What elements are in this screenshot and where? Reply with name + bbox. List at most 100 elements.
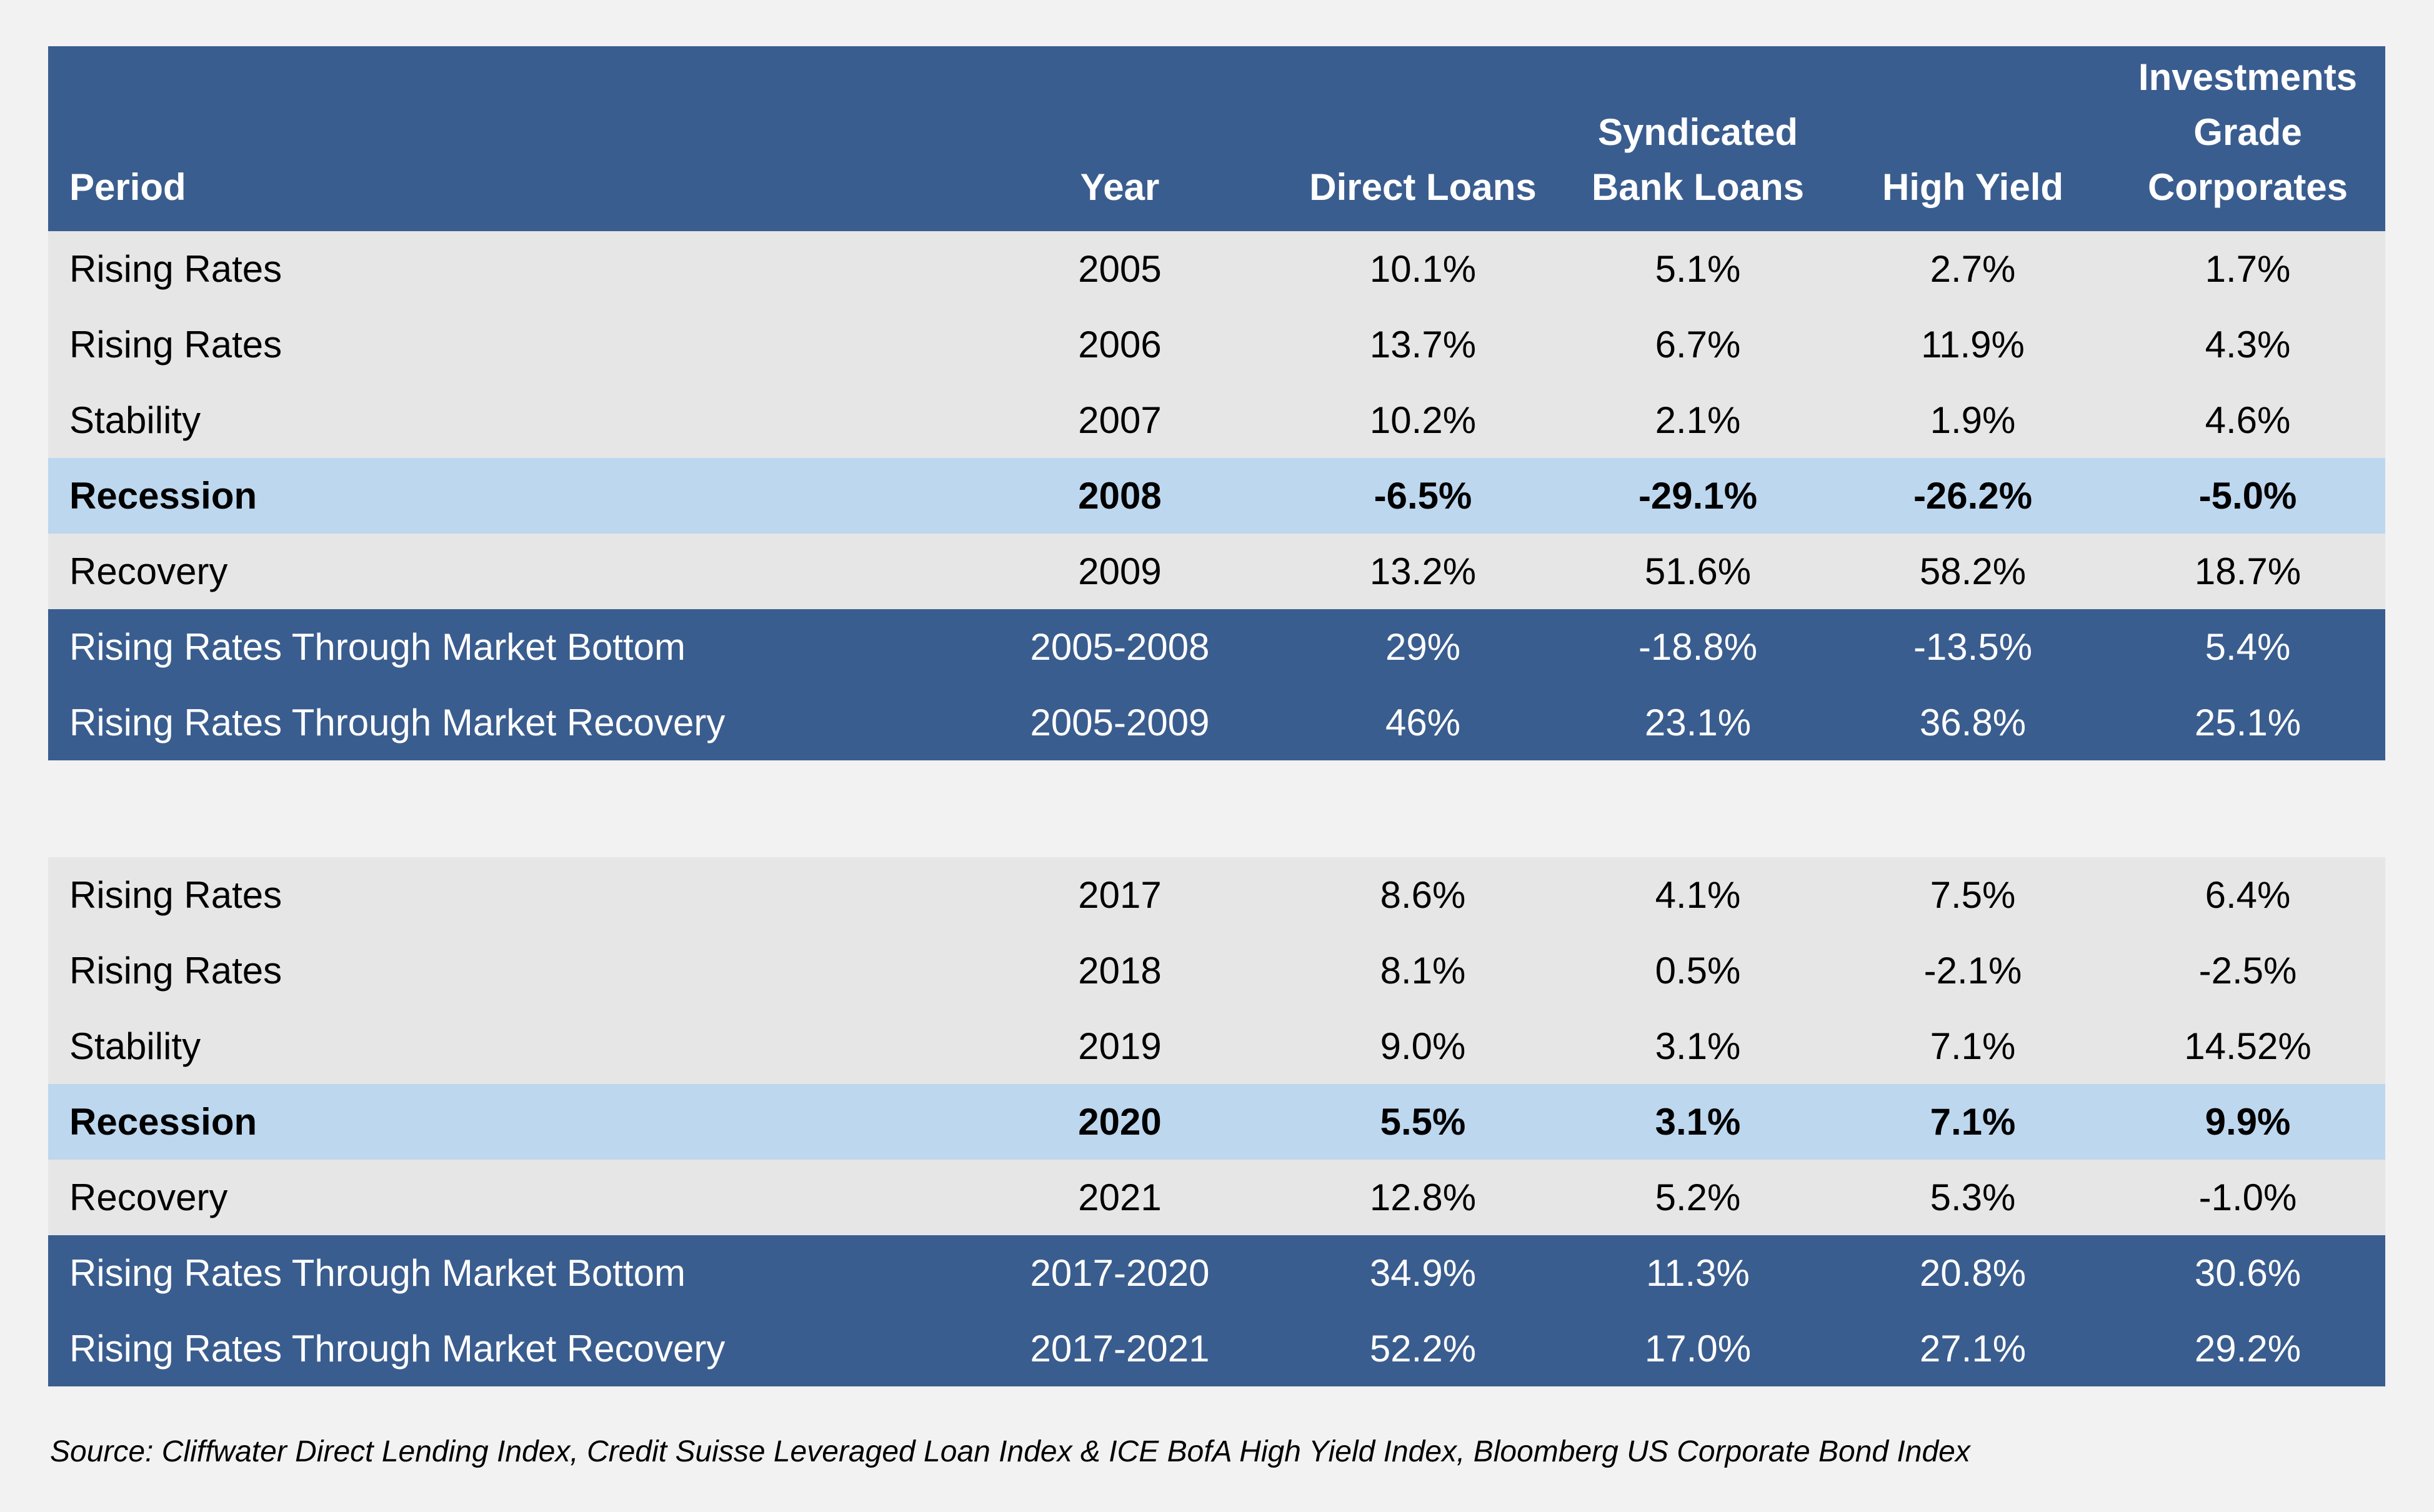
header-ig-corporates: Investments Grade Corporates	[2110, 46, 2385, 231]
header-ig-line-1: Investments	[2138, 56, 2358, 98]
cell-ig-corporates: -1.0%	[2110, 1160, 2385, 1235]
cell-period: Rising Rates	[48, 933, 954, 1008]
cell-high-yield: 5.3%	[1835, 1160, 2110, 1235]
cell-ig-corporates: -2.5%	[2110, 933, 2385, 1008]
cell-ig-corporates: 4.6%	[2110, 382, 2385, 458]
cell-ig-corporates: 30.6%	[2110, 1235, 2385, 1311]
cell-period: Recovery	[48, 1160, 954, 1235]
header-syndicated-line-1: Syndicated	[1597, 111, 1798, 153]
cell-period: Rising Rates Through Market Recovery	[48, 685, 954, 760]
cell-ig-corporates: 29.2%	[2110, 1311, 2385, 1386]
cell-direct-loans: 9.0%	[1285, 1008, 1560, 1084]
cell-high-yield: -13.5%	[1835, 609, 2110, 685]
cell-period: Rising Rates Through Market Bottom	[48, 1235, 954, 1311]
table-row: Rising Rates 2006 13.7% 6.7% 11.9% 4.3%	[48, 307, 2385, 382]
cell-ig-corporates: 4.3%	[2110, 307, 2385, 382]
cell-direct-loans: 29%	[1285, 609, 1560, 685]
cell-direct-loans: 10.2%	[1285, 382, 1560, 458]
cell-ig-corporates: -5.0%	[2110, 458, 2385, 534]
cell-year: 2018	[954, 933, 1285, 1008]
cell-ig-corporates: 9.9%	[2110, 1084, 2385, 1160]
table-row-recession: Recession 2008 -6.5% -29.1% -26.2% -5.0%	[48, 458, 2385, 534]
table-row: Recovery 2021 12.8% 5.2% 5.3% -1.0%	[48, 1160, 2385, 1235]
cell-direct-loans: 13.7%	[1285, 307, 1560, 382]
cell-direct-loans: 34.9%	[1285, 1235, 1560, 1311]
cell-high-yield: 36.8%	[1835, 685, 2110, 760]
table-row-summary: Rising Rates Through Market Recovery 201…	[48, 1311, 2385, 1386]
table-row: Rising Rates 2017 8.6% 4.1% 7.5% 6.4%	[48, 857, 2385, 933]
table-row-summary: Rising Rates Through Market Recovery 200…	[48, 685, 2385, 760]
cell-year: 2019	[954, 1008, 1285, 1084]
cell-year: 2009	[954, 534, 1285, 609]
cell-syndicated: 23.1%	[1560, 685, 1835, 760]
header-syndicated-line-2: Bank Loans	[1591, 166, 1805, 208]
cell-period: Rising Rates	[48, 857, 954, 933]
cell-high-yield: -2.1%	[1835, 933, 2110, 1008]
cell-year: 2017	[954, 857, 1285, 933]
cell-syndicated: 4.1%	[1560, 857, 1835, 933]
cell-year: 2005-2008	[954, 609, 1285, 685]
header-period: Period	[48, 46, 954, 231]
cell-year: 2006	[954, 307, 1285, 382]
table-row: Recovery 2009 13.2% 51.6% 58.2% 18.7%	[48, 534, 2385, 609]
cell-syndicated: 5.2%	[1560, 1160, 1835, 1235]
cell-period: Rising Rates	[48, 307, 954, 382]
cell-high-yield: 2.7%	[1835, 231, 2110, 307]
cell-year: 2020	[954, 1084, 1285, 1160]
cell-period: Rising Rates Through Market Recovery	[48, 1311, 954, 1386]
cell-syndicated: 17.0%	[1560, 1311, 1835, 1386]
cell-syndicated: 0.5%	[1560, 933, 1835, 1008]
cell-period: Recovery	[48, 534, 954, 609]
cell-period: Stability	[48, 382, 954, 458]
table-row: Stability 2007 10.2% 2.1% 1.9% 4.6%	[48, 382, 2385, 458]
cell-ig-corporates: 18.7%	[2110, 534, 2385, 609]
cell-direct-loans: -6.5%	[1285, 458, 1560, 534]
header-high-yield: High Yield	[1835, 46, 2110, 231]
cell-year: 2005	[954, 231, 1285, 307]
cell-high-yield: 58.2%	[1835, 534, 2110, 609]
cell-direct-loans: 52.2%	[1285, 1311, 1560, 1386]
table-header-row: Period Year Direct Loans Syndicated Bank …	[48, 46, 2385, 231]
cell-direct-loans: 46%	[1285, 685, 1560, 760]
performance-table-2017-2021: Rising Rates 2017 8.6% 4.1% 7.5% 6.4% Ri…	[48, 857, 2385, 1386]
cell-year: 2021	[954, 1160, 1285, 1235]
cell-high-yield: 20.8%	[1835, 1235, 2110, 1311]
cell-ig-corporates: 25.1%	[2110, 685, 2385, 760]
cell-ig-corporates: 6.4%	[2110, 857, 2385, 933]
table-row-summary: Rising Rates Through Market Bottom 2017-…	[48, 1235, 2385, 1311]
cell-syndicated: 6.7%	[1560, 307, 1835, 382]
cell-syndicated: -18.8%	[1560, 609, 1835, 685]
cell-syndicated: 51.6%	[1560, 534, 1835, 609]
cell-year: 2005-2009	[954, 685, 1285, 760]
header-direct-loans: Direct Loans	[1285, 46, 1560, 231]
cell-direct-loans: 5.5%	[1285, 1084, 1560, 1160]
table-row: Rising Rates 2018 8.1% 0.5% -2.1% -2.5%	[48, 933, 2385, 1008]
cell-year: 2017-2020	[954, 1235, 1285, 1311]
cell-direct-loans: 10.1%	[1285, 231, 1560, 307]
cell-syndicated: 11.3%	[1560, 1235, 1835, 1311]
cell-direct-loans: 8.6%	[1285, 857, 1560, 933]
cell-ig-corporates: 14.52%	[2110, 1008, 2385, 1084]
cell-direct-loans: 13.2%	[1285, 534, 1560, 609]
table-row-summary: Rising Rates Through Market Bottom 2005-…	[48, 609, 2385, 685]
table-row-recession: Recession 2020 5.5% 3.1% 7.1% 9.9%	[48, 1084, 2385, 1160]
header-ig-line-2: Grade	[2193, 111, 2302, 153]
cell-period: Recession	[48, 1084, 954, 1160]
performance-table-2005-2009: Period Year Direct Loans Syndicated Bank …	[48, 46, 2385, 760]
cell-syndicated: 3.1%	[1560, 1084, 1835, 1160]
cell-year: 2017-2021	[954, 1311, 1285, 1386]
cell-high-yield: 7.1%	[1835, 1008, 2110, 1084]
cell-year: 2008	[954, 458, 1285, 534]
cell-high-yield: 27.1%	[1835, 1311, 2110, 1386]
cell-high-yield: 7.5%	[1835, 857, 2110, 933]
cell-year: 2007	[954, 382, 1285, 458]
cell-period: Rising Rates Through Market Bottom	[48, 609, 954, 685]
header-year: Year	[954, 46, 1285, 231]
cell-period: Recession	[48, 458, 954, 534]
header-ig-line-3: Corporates	[2147, 166, 2348, 208]
cell-syndicated: 2.1%	[1560, 382, 1835, 458]
cell-period: Rising Rates	[48, 231, 954, 307]
cell-high-yield: 7.1%	[1835, 1084, 2110, 1160]
cell-syndicated: 3.1%	[1560, 1008, 1835, 1084]
cell-direct-loans: 12.8%	[1285, 1160, 1560, 1235]
